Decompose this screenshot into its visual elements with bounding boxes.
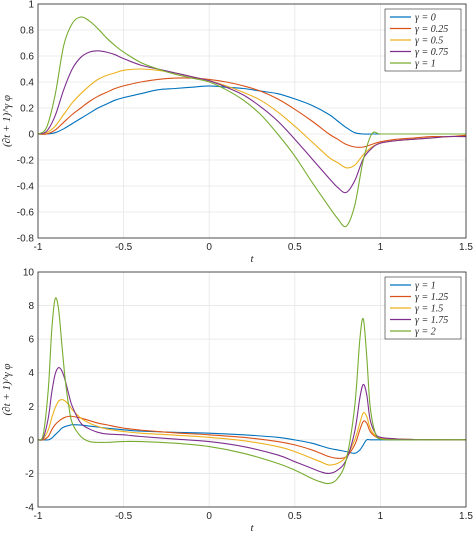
x-tick-label: 0 [206, 242, 212, 253]
series-lines [37, 297, 467, 485]
legend: γ = 1γ = 1.25γ = 1.5γ = 1.75γ = 2 [384, 276, 462, 340]
axes-frame [37, 3, 467, 239]
x-tick-label: 1 [378, 511, 384, 522]
x-tick-label: 1 [378, 242, 384, 253]
x-tick-label: 0 [206, 511, 212, 522]
y-tick-label: 0.6 [20, 52, 34, 63]
y-tick-label: 2 [28, 402, 34, 413]
legend-entry-2: γ = 0.5 [415, 36, 443, 47]
grid [37, 3, 467, 239]
x-axis-label: t [250, 253, 254, 265]
y-tick-label: -4 [25, 503, 34, 514]
x-tick-label: -1 [34, 511, 43, 522]
y-tick-label: 0 [28, 130, 34, 141]
series-line-4 [37, 16, 466, 228]
x-tick-label: 1.5 [459, 242, 473, 253]
y-tick-label: -2 [25, 469, 34, 480]
legend-entry-4: γ = 2 [415, 327, 436, 338]
series-line-1 [37, 415, 467, 459]
y-tick-label: -0.2 [17, 156, 35, 167]
y-tick-label: -0.8 [17, 234, 35, 245]
legend-entry-4: γ = 1 [415, 59, 436, 70]
y-tick-label: 0.8 [20, 26, 34, 37]
y-tick-label: -0.4 [17, 182, 35, 193]
x-tick-label: -1 [34, 242, 43, 253]
y-tick-label: 0.2 [20, 104, 34, 115]
top-chart: -1 -0.5 0 0.5 1 1.5 1 0.8 0.6 0.4 0.2 0 -0.2 -0.4 -0.6… [1, 0, 473, 265]
y-tick-label: 1 [28, 0, 34, 11]
legend-entry-0: γ = 1 [415, 281, 436, 292]
y-tick-label: 10 [23, 268, 35, 279]
series-lines [37, 16, 467, 228]
x-tick-label: -0.5 [115, 242, 133, 253]
y-tick-label: 0 [28, 435, 34, 446]
y-tick-label: 0.4 [20, 78, 34, 89]
y-tick-label: -0.6 [17, 208, 35, 219]
series-line-4 [37, 297, 466, 485]
y-axis-label: (∂t + 1)^γ φ [1, 95, 13, 147]
y-tick-label: 4 [28, 368, 34, 379]
series-line-3 [37, 50, 467, 194]
legend-entry-3: γ = 1.75 [415, 315, 448, 326]
series-line-1 [37, 77, 467, 148]
x-axis-label: t [250, 522, 254, 534]
legend-entry-1: γ = 0.25 [415, 24, 448, 35]
bottom-chart: -1 -0.5 0 0.5 1 1.5 10 8 6 4 2 0 -2 -4 t (∂t + 1)^γ φ γ … [1, 268, 473, 535]
x-tick-label: -0.5 [115, 511, 133, 522]
legend-entry-3: γ = 0.75 [415, 47, 448, 58]
y-axis-label: (∂t + 1)^γ φ [1, 363, 13, 415]
y-tick-label: 6 [28, 335, 34, 346]
series-line-0 [37, 85, 466, 135]
x-tick-label: 0.5 [288, 511, 302, 522]
series-line-2 [37, 68, 467, 169]
series-line-0 [38, 424, 466, 454]
y-tick-label: 8 [28, 301, 34, 312]
legend-entry-2: γ = 1.5 [415, 304, 443, 315]
legend: γ = 0γ = 0.25γ = 0.5γ = 0.75γ = 1 [384, 8, 462, 72]
x-tick-label: 1.5 [459, 511, 473, 522]
axes-frame [37, 271, 467, 508]
x-tick-label: 0.5 [288, 242, 302, 253]
legend-entry-1: γ = 1.25 [415, 292, 448, 303]
legend-entry-0: γ = 0 [415, 13, 436, 24]
series-line-2 [37, 399, 467, 466]
